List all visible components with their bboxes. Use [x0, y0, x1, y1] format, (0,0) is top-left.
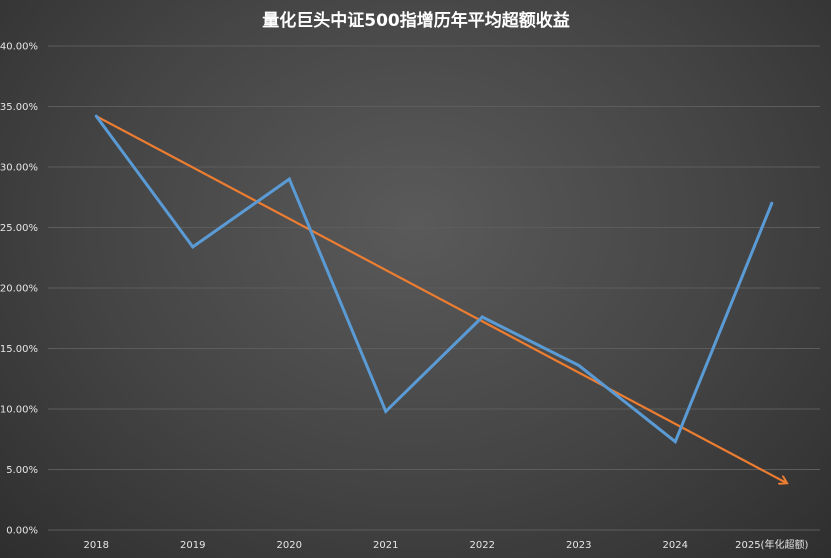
- y-tick-label: 25.00%: [0, 223, 38, 234]
- series-layer: [94, 114, 774, 445]
- chart-title: 量化巨头中证500指增历年平均超额收益: [262, 10, 570, 31]
- x-axis-ticks: 2018 2019 2020 2021 2022 2023 2024 2025(年化超额): [84, 538, 809, 551]
- series-line: [95, 115, 774, 445]
- x-tick-label: 2019: [180, 540, 205, 551]
- gridlines: [48, 45, 820, 531]
- y-axis-ticks: 0.00% 5.00% 10.00% 15.00% 20.00% 25.00% 30.00%…: [0, 42, 38, 537]
- trend-arrow: [95, 115, 786, 483]
- y-tick-label: 15.00%: [0, 344, 38, 355]
- data-point: [94, 114, 98, 118]
- data-point: [287, 177, 291, 181]
- x-tick-label: 2025(年化超额): [735, 538, 808, 551]
- x-tick-label: 2018: [84, 540, 109, 551]
- y-tick-label: 20.00%: [0, 284, 38, 295]
- data-point: [770, 201, 774, 205]
- data-point: [577, 363, 581, 367]
- trend-arrow-layer: [95, 115, 786, 483]
- data-point: [384, 409, 388, 413]
- data-point: [191, 245, 195, 249]
- y-tick-label: 5.00%: [6, 465, 38, 476]
- y-tick-label: 0.00%: [6, 526, 38, 537]
- x-tick-label: 2021: [373, 540, 398, 551]
- y-tick-label: 30.00%: [0, 163, 38, 174]
- x-tick-label: 2024: [663, 540, 688, 551]
- y-tick-label: 35.00%: [0, 102, 38, 113]
- y-tick-label: 10.00%: [0, 405, 38, 416]
- x-tick-label: 2023: [566, 540, 591, 551]
- x-tick-label: 2020: [277, 540, 302, 551]
- y-tick-label: 40.00%: [0, 42, 38, 53]
- x-tick-label: 2022: [470, 540, 495, 551]
- data-point: [673, 440, 677, 444]
- data-point: [480, 315, 484, 319]
